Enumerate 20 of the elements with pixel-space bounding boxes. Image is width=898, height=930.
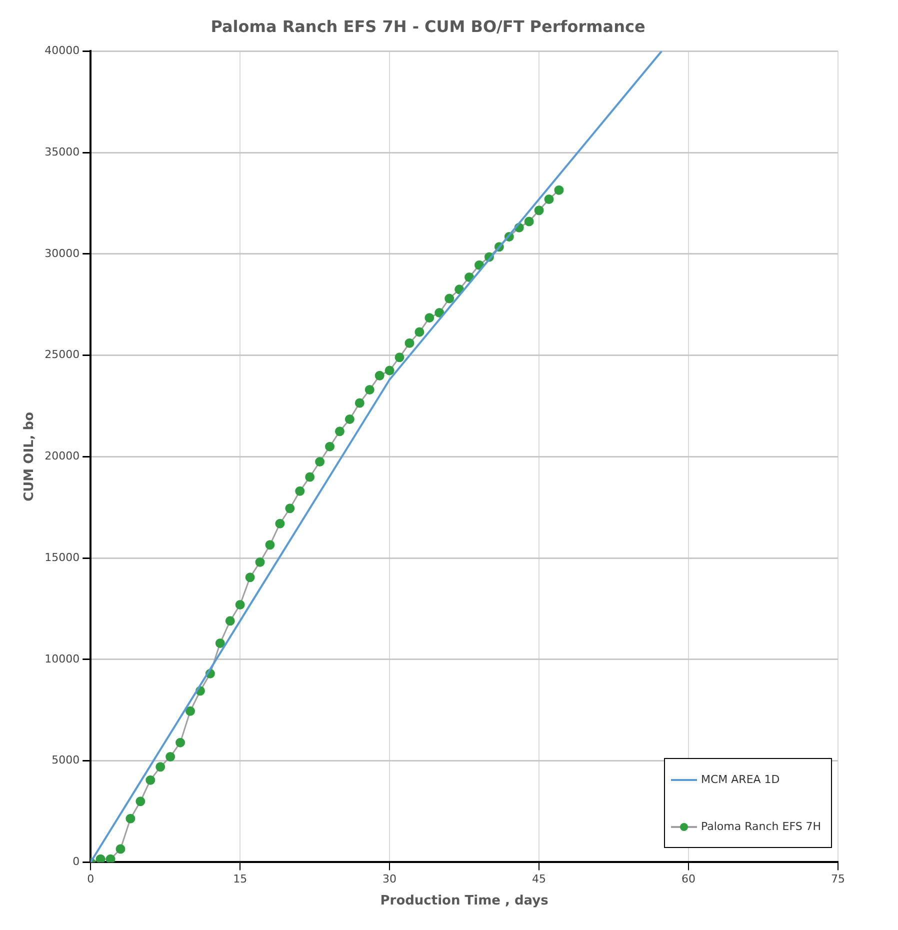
x-axis-title: Production Time , days: [380, 894, 549, 909]
x-tick-label: 15: [233, 872, 248, 886]
y-axis-title: CUM OIL, bo: [22, 412, 38, 502]
y-tick-label: 25000: [44, 348, 80, 362]
chart-title: Paloma Ranch EFS 7H - CUM BO/FT Performance: [210, 16, 646, 36]
y-tick-label: 20000: [44, 450, 80, 463]
y-tick-label: 0: [72, 855, 80, 868]
legend-label: MCM AREA 1D: [701, 773, 780, 786]
y-tick-label: 30000: [44, 246, 80, 260]
x-tick-label: 45: [532, 872, 546, 886]
y-tick-label: 15000: [44, 550, 80, 564]
legend-label: Paloma Ranch EFS 7H: [701, 820, 822, 834]
y-tick-label: 10000: [44, 652, 80, 666]
x-tick-label: 75: [831, 872, 845, 886]
y-tick-label: 40000: [44, 44, 80, 58]
x-tick-label: 30: [382, 872, 397, 886]
x-tick-label: 60: [682, 872, 696, 886]
y-tick-label: 5000: [52, 754, 80, 767]
y-tick-label: 35000: [44, 145, 80, 158]
x-tick-label: 0: [87, 872, 94, 886]
